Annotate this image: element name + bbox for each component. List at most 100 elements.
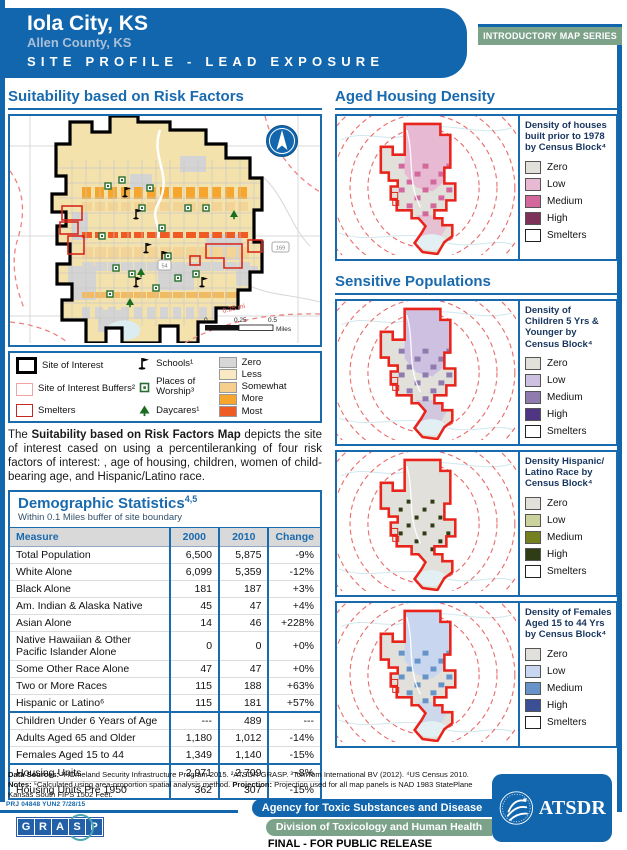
density-map-art	[337, 116, 518, 259]
legend-smelters: Smelters	[16, 404, 138, 417]
col-header-2000: 2000	[168, 527, 220, 548]
table-cell-value: +63%	[267, 677, 320, 696]
table-cell-measure: Hispanic or Latino⁶	[10, 694, 170, 713]
density-map-art	[337, 452, 518, 595]
legend-label: Smelters	[547, 425, 587, 437]
legend-daycares: Daycares¹	[138, 404, 218, 417]
hispanic-density-map	[337, 452, 518, 595]
aged-housing-panel: Density of houses built prior to 1978 by…	[335, 114, 618, 261]
table-cell-value: 188	[218, 677, 269, 696]
legend-swatch	[525, 356, 541, 370]
legend-item: Zero	[525, 647, 612, 661]
table-cell-measure: Asian Alone	[10, 614, 170, 633]
svg-text:169: 169	[276, 246, 285, 252]
legend-label: Schools¹	[156, 357, 194, 369]
legend-label: Medium	[547, 531, 583, 543]
aged-housing-heading: Aged Housing Density	[335, 88, 618, 110]
legend-label: Smelters	[38, 404, 76, 416]
aged-housing-map	[337, 116, 518, 259]
table-cell-measure: Adults Aged 65 and Older	[10, 729, 170, 748]
col-header-2010: 2010	[218, 527, 269, 548]
legend-label: Less	[241, 368, 262, 380]
legend-label: More	[241, 393, 264, 405]
legend-label: Smelters	[547, 229, 587, 241]
legend-item: Smelters	[525, 715, 612, 729]
demographics-table-body: Total Population 6,500 5,875 -9% White Alone…	[10, 546, 320, 799]
legend-label: Site of Interest Buffers²	[38, 383, 135, 395]
grasp-letter: S	[69, 819, 85, 835]
table-cell-value: 2,971	[168, 763, 220, 783]
table-cell-value: 2,709	[218, 763, 269, 783]
table-cell-value: 115	[168, 694, 220, 713]
legend-items: Zero Low Medium High Smelters	[525, 647, 612, 729]
legend-label: Low	[547, 178, 566, 190]
sources-label: Data Sources:	[8, 770, 60, 779]
svg-text:0.25: 0.25	[234, 317, 247, 324]
table-cell-value: ---	[267, 711, 320, 731]
legend-swatch	[525, 194, 541, 208]
table-cell-value: 5,875	[218, 546, 269, 565]
buffer-rings	[10, 116, 320, 344]
legend-label: Daycares¹	[156, 404, 200, 416]
footer-divider	[0, 810, 238, 813]
legend-swatch	[525, 424, 541, 438]
table-cell-value: 5,359	[218, 563, 269, 582]
demographics-subtitle: Within 0.1 Miles buffer of site boundary	[18, 512, 183, 524]
ramp-swatch	[218, 406, 237, 417]
ramp-swatch	[218, 369, 237, 381]
legend-swatch	[525, 664, 541, 678]
table-row: Adults Aged 65 and Older 1,180 1,012 -14%	[10, 729, 320, 748]
hispanic-density-legend: Density Hispanic/ Latino Race by Census …	[518, 452, 616, 595]
legend-swatch	[525, 177, 541, 191]
svg-text:Miles: Miles	[276, 326, 292, 333]
table-cell-value: 181	[168, 580, 220, 599]
legend-item: Low	[525, 177, 612, 191]
females-density-panel: Density of Females Aged 15 to 44 Yrs by …	[335, 601, 618, 748]
legend-label: Zero	[547, 497, 568, 509]
legend-label: Zero	[547, 648, 568, 660]
legend-site-of-interest: Site of Interest	[16, 357, 138, 374]
table-cell-measure: Females Aged 15 to 44	[10, 746, 170, 765]
atsdr-logo: ATSDR	[492, 774, 612, 842]
legend-ramp-item: More	[218, 393, 314, 405]
table-cell-value: -14%	[267, 729, 320, 748]
profile-subtitle: SITE PROFILE - LEAD EXPOSURE	[27, 53, 385, 69]
legend-label: Zero	[241, 356, 262, 368]
table-row: Hispanic or Latino⁶ 115 181 +57%	[10, 694, 320, 713]
legend-title: Density of Females Aged 15 to 44 Yrs by …	[525, 607, 612, 641]
table-cell-measure: Children Under 6 Years of Age	[10, 711, 170, 731]
sensitive-populations-heading: Sensitive Populations	[335, 273, 618, 295]
legend-item: Smelters	[525, 564, 612, 578]
smelter-swatch	[16, 404, 33, 417]
legend-label: Somewhat	[241, 381, 287, 393]
legend-sites-column: Site of Interest Site of Interest Buffer…	[16, 357, 138, 417]
legend-ramp-item: Zero	[218, 356, 314, 368]
county-subtitle: Allen County, KS	[27, 34, 132, 50]
legend-label: Site of Interest	[42, 359, 104, 371]
demographics-panel: Demographic Statistics4,5 Within 0.1 Mil…	[8, 489, 322, 801]
col-header-change: Change	[267, 527, 320, 548]
legend-item: Low	[525, 513, 612, 527]
legend-swatch	[525, 647, 541, 661]
daycare-icons	[126, 210, 238, 308]
suitability-legend: Site of Interest Site of Interest Buffer…	[8, 351, 322, 423]
grasp-letter: A	[52, 819, 68, 835]
legend-ramp-item: Somewhat	[218, 381, 314, 393]
demographics-table-head: Measure 2000 2010 Change	[10, 527, 320, 548]
right-column: Aged Housing Density Density of houses b…	[335, 88, 618, 748]
table-cell-value: -12%	[267, 563, 320, 582]
children-density-panel: Density of Children 5 Yrs & Younger by C…	[335, 299, 618, 446]
legend-swatch	[525, 228, 541, 242]
table-cell-value: -9%	[267, 546, 320, 565]
table-cell-value: 1,180	[168, 729, 220, 748]
site-buffer-swatch	[16, 382, 33, 396]
legend-item: Low	[525, 373, 612, 387]
description-bold: Suitability based on Risk Factors Map	[31, 429, 241, 441]
grasp-letter: P	[86, 819, 102, 835]
legend-item: Medium	[525, 194, 612, 208]
demographics-header: Demographic Statistics4,5 Within 0.1 Mil…	[10, 492, 320, 526]
description-text: depicts the site of interest cased on us…	[8, 429, 323, 484]
table-row: Housing Units Pre 1950 362 307 -15%	[10, 781, 320, 799]
